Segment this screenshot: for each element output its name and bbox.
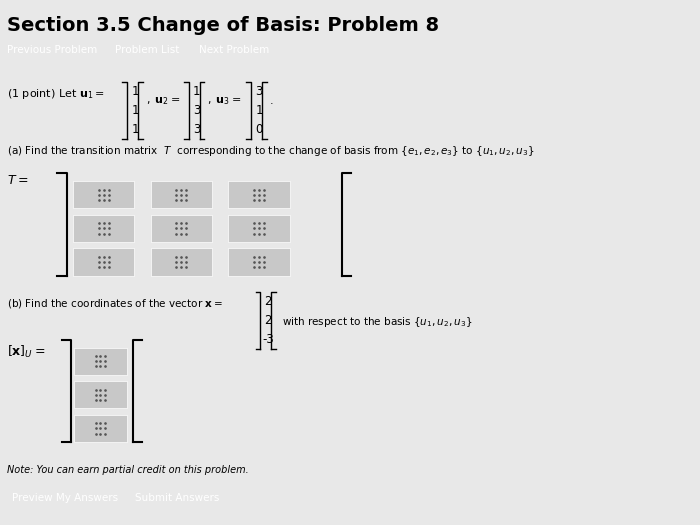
Text: $,\;\mathbf{u}_2 = $: $,\;\mathbf{u}_2 = $ — [146, 96, 180, 107]
FancyBboxPatch shape — [150, 181, 212, 208]
Text: Problem List: Problem List — [115, 45, 179, 56]
Text: with respect to the basis $\{u_1, u_2, u_3\}$: with respect to the basis $\{u_1, u_2, u… — [282, 315, 472, 329]
FancyBboxPatch shape — [74, 381, 127, 408]
Text: $.$: $.$ — [269, 96, 273, 107]
Text: (b) Find the coordinates of the vector $\mathbf{x} = $: (b) Find the coordinates of the vector $… — [7, 297, 223, 310]
Text: 2: 2 — [265, 314, 272, 327]
Text: Note: You can earn partial credit on this problem.: Note: You can earn partial credit on thi… — [7, 465, 248, 475]
FancyBboxPatch shape — [228, 248, 290, 276]
Text: (a) Find the transition matrix  $T$  corresponding to the change of basis from $: (a) Find the transition matrix $T$ corre… — [7, 144, 535, 159]
Text: Preview My Answers: Preview My Answers — [12, 494, 118, 503]
FancyBboxPatch shape — [228, 181, 290, 208]
Text: 1: 1 — [132, 86, 139, 98]
Text: -3: -3 — [262, 333, 274, 346]
Text: $T = $: $T = $ — [7, 174, 28, 187]
Text: 3: 3 — [193, 104, 200, 117]
Text: 0: 0 — [256, 123, 262, 136]
Text: 1: 1 — [132, 123, 139, 136]
Text: 1: 1 — [132, 104, 139, 117]
FancyBboxPatch shape — [228, 215, 290, 242]
Text: 3: 3 — [256, 86, 262, 98]
Text: 3: 3 — [193, 123, 200, 136]
FancyBboxPatch shape — [73, 215, 134, 242]
Text: 1: 1 — [256, 104, 262, 117]
Text: $,\;\mathbf{u}_3 = $: $,\;\mathbf{u}_3 = $ — [207, 96, 241, 107]
Text: Next Problem: Next Problem — [199, 45, 270, 56]
FancyBboxPatch shape — [73, 248, 134, 276]
Text: 2: 2 — [265, 296, 272, 308]
Text: 1: 1 — [193, 86, 200, 98]
Text: Section 3.5 Change of Basis: Problem 8: Section 3.5 Change of Basis: Problem 8 — [7, 16, 439, 35]
FancyBboxPatch shape — [74, 348, 127, 375]
Text: $[\mathbf{x}]_U = $: $[\mathbf{x}]_U = $ — [7, 344, 46, 360]
Text: Previous Problem: Previous Problem — [8, 45, 97, 56]
FancyBboxPatch shape — [150, 248, 212, 276]
FancyBboxPatch shape — [150, 215, 212, 242]
FancyBboxPatch shape — [73, 181, 134, 208]
Text: (1 point) Let $\mathbf{u}_1 = $: (1 point) Let $\mathbf{u}_1 = $ — [7, 87, 105, 101]
FancyBboxPatch shape — [74, 415, 127, 442]
Text: Submit Answers: Submit Answers — [134, 494, 219, 503]
